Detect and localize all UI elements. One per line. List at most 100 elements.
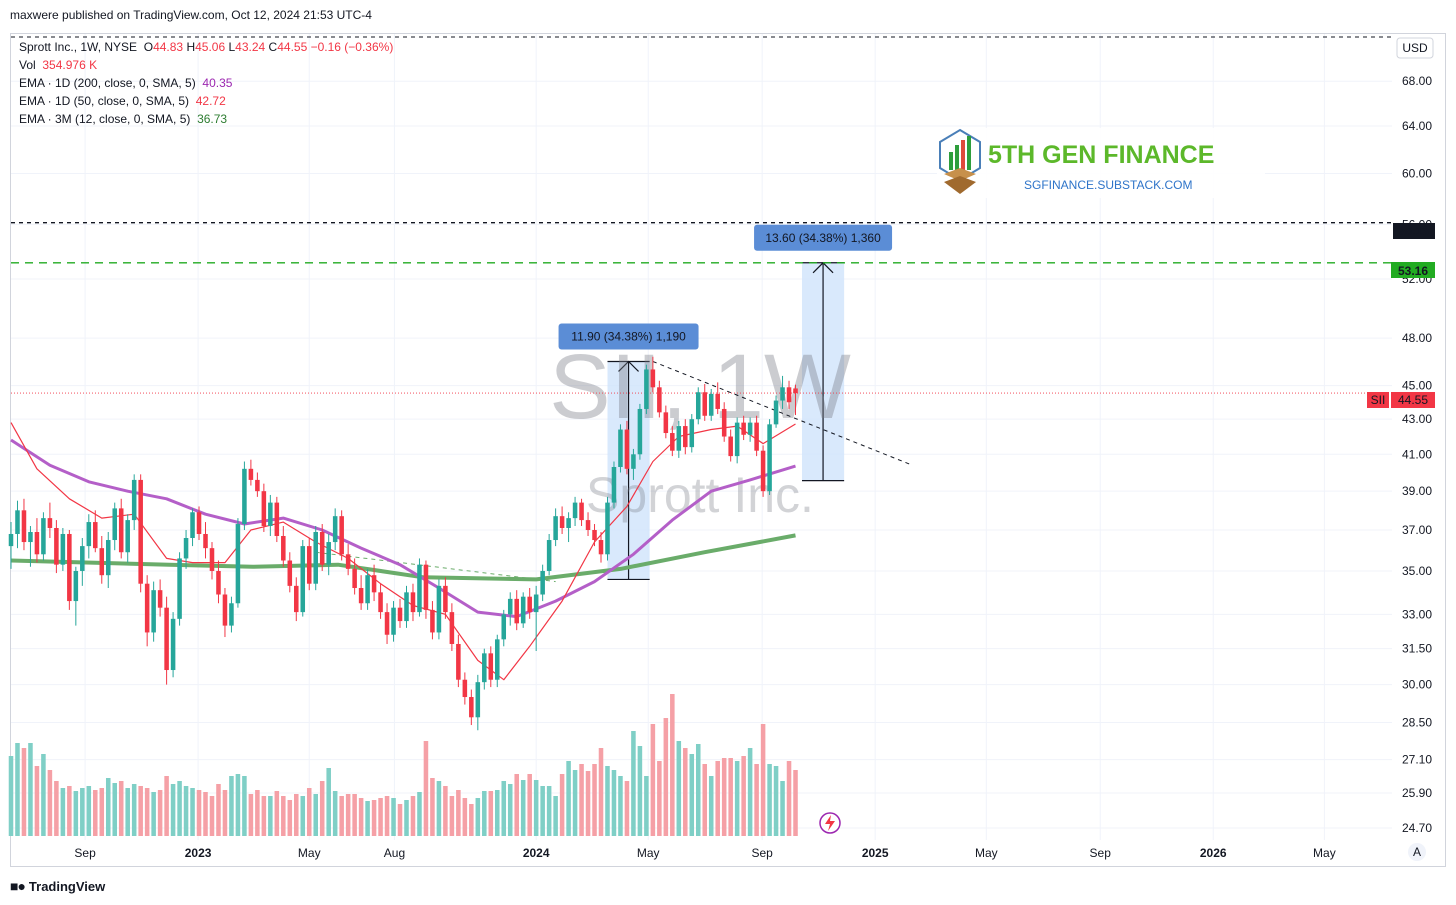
candle-body [183,538,189,559]
ema1-row[interactable]: EMA · 1D (200, close, 0, SMA, 5) 40.35 [19,74,393,92]
volume-bar [611,770,617,836]
y-tick-label: 37.00 [1402,523,1432,537]
candle-body [345,554,351,569]
ema3-row[interactable]: EMA · 3M (12, close, 0, SMA, 5) 36.73 [19,110,393,128]
ema1-value: 40.35 [202,76,233,90]
candle-body [352,568,357,589]
candle-body [235,524,241,604]
volume-bar [21,748,27,836]
ema1-label: EMA · 1D (200, close, 0, SMA, 5) [19,76,196,90]
candle-body [164,607,169,671]
volume-bar [670,694,675,836]
volume-bar [592,764,597,836]
y-tick-label: 25.90 [1402,786,1432,800]
low-value: 43.24 [235,40,266,54]
candle-body [734,422,740,457]
watermark-name: Sprott Inc. [586,467,814,523]
tradingview-logo[interactable]: ■● TradingView [10,878,105,894]
volume-bar [469,804,474,836]
high-label: H [186,40,196,54]
candle-body [540,570,545,595]
candle-body [683,426,688,448]
volume-bar [637,746,643,836]
volume-bar [99,788,105,836]
candle-body [203,533,208,549]
autoscale-button[interactable]: A [1408,843,1426,861]
volume-bar [255,790,260,836]
candle-body [358,588,364,604]
x-tick-label: Sep [751,846,773,860]
volume-bar [657,761,662,836]
candle-body [209,548,215,571]
candle-body [313,531,318,584]
y-tick-label: 48.00 [1402,331,1432,345]
volume-bar [773,766,779,836]
volume-label: Vol [19,58,36,72]
volume-bar [300,796,306,836]
candle-body [624,429,630,469]
volume-bar [391,798,396,836]
watermark-ticker: SII, 1W [549,336,851,438]
y-tick-label: 64.00 [1402,119,1432,133]
high-value: 45.06 [195,40,226,54]
candle-body [598,540,604,555]
volume-bar [268,796,273,836]
x-tick-label: 2025 [862,846,889,860]
volume-bar [786,761,792,836]
tradingview-icon: ■● [10,878,26,894]
volume-bar [540,786,545,836]
volume-bar [436,781,442,836]
black-line-tag: 56.13 [1399,224,1429,238]
volume-bar [702,764,708,836]
symbol-tag-bg [1367,392,1389,408]
autoscale-label: A [1413,845,1421,859]
candle-body [631,454,636,469]
ohlc-row: Sprott Inc., 1W, NYSE O44.83 H45.06 L43.… [19,38,393,56]
volume-bar [274,791,280,836]
volume-bar [566,761,571,836]
candle-body [287,560,293,586]
volume-row[interactable]: Vol 354.976 K [19,56,393,74]
candle-body [274,502,280,536]
candle-body [566,518,571,528]
candle-body [760,450,766,492]
volume-bar [151,792,156,836]
logo-title: 5TH GEN FINANCE [988,141,1214,169]
candle-body [93,522,98,549]
volume-bar [67,786,72,836]
brand-logo: 5TH GEN FINANCE SGFINANCE.SUBSTACK.COM [937,128,1265,198]
candle-body [196,512,202,534]
y-tick-label: 35.00 [1402,564,1432,578]
volume-bar [741,756,746,836]
candle-body [436,585,442,633]
open-label: O [143,40,154,54]
candle-body [663,412,669,434]
volume-bar [242,776,247,836]
black-line-tag-bg [1393,223,1435,239]
y-tick-label: 68.00 [1402,74,1432,88]
x-tick-label: Sep [1090,846,1112,860]
lightning-icon[interactable] [819,812,841,834]
volume-bar [430,778,435,836]
green-line-tag-bg [1391,262,1435,278]
volume-bar [332,791,338,836]
ema2-row[interactable]: EMA · 1D (50, close, 0, SMA, 5) 42.72 [19,92,393,110]
candle-body [242,468,247,525]
candle-body [54,527,59,565]
range-arrow-head [618,360,639,372]
candle-body [144,583,150,633]
candle-body [294,585,299,613]
volume-bar [793,770,798,836]
candle-body [443,585,448,613]
candle-body [572,502,578,519]
candle-body [281,535,286,561]
volume-bar [60,788,66,836]
candle-body [67,533,72,602]
price-axis: 68.0064.0060.0056.0052.0048.0045.0043.00… [1402,74,1432,835]
candle-body [384,612,390,635]
candle-body [469,697,474,718]
y-tick-label: 41.00 [1402,447,1432,461]
candle-body [261,491,267,527]
volume-bar [397,804,403,836]
